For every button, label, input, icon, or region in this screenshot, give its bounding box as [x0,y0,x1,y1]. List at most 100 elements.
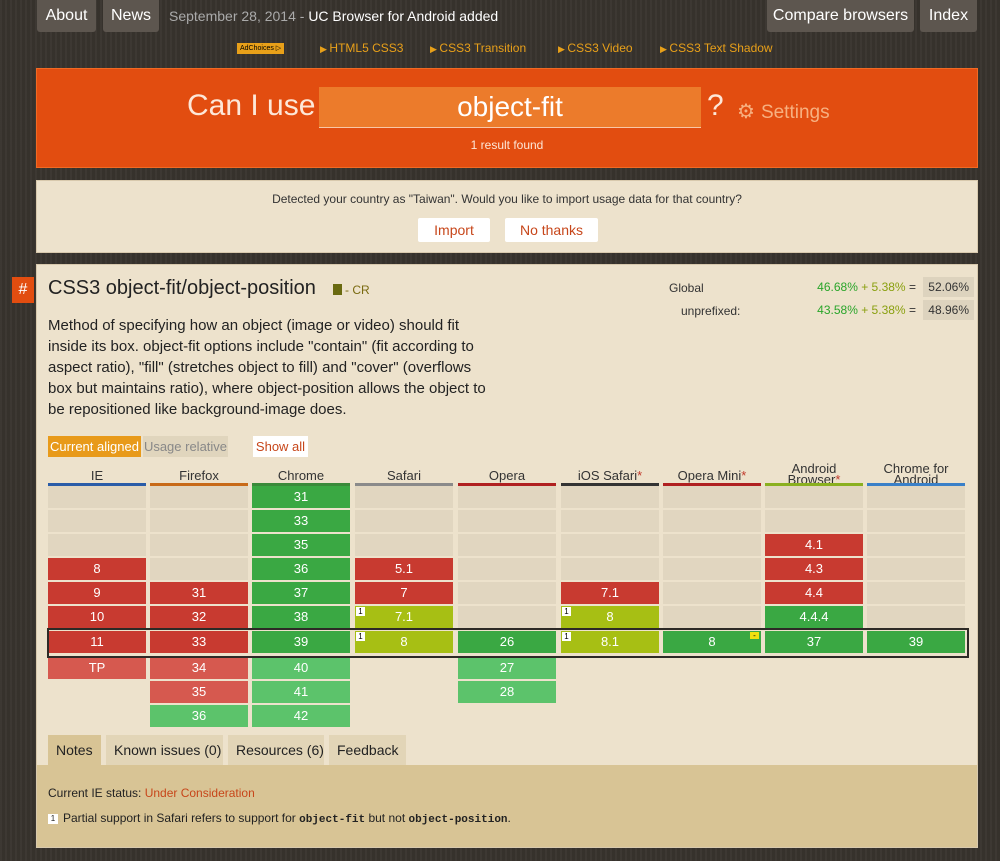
version-cell[interactable]: 40 [252,657,350,679]
version-cell[interactable]: 32 [150,606,248,628]
version-cell[interactable]: 8 [48,558,146,580]
empty-version-cell [663,606,761,628]
empty-version-cell [663,510,761,532]
version-cell[interactable]: 28 [458,681,556,703]
version-cell[interactable]: 8.1 1 [561,631,659,653]
version-label: 37 [806,634,822,649]
browser-header-ios-safari[interactable]: iOS Safari* [561,468,659,483]
adchoices-badge[interactable]: AdChoices ▷ [237,43,285,54]
spec-status[interactable]: - CR [333,283,370,297]
usage-relative-toggle[interactable]: Usage relative [143,436,228,457]
search-header: Can I use object-fit ? ⚙ Settings 1 resul… [36,68,978,168]
note-asterisk: * [835,472,841,487]
version-cell[interactable]: 39 [252,631,350,653]
empty-version-cell [867,486,965,508]
version-cell[interactable]: 35 [252,534,350,556]
version-cell[interactable]: 35 [150,681,248,703]
tab-notes[interactable]: Notes [48,735,101,765]
version-cell[interactable]: 33 [252,510,350,532]
version-cell[interactable]: 31 [150,582,248,604]
version-cell[interactable]: 37 [765,631,863,653]
browser-color-bar [867,483,965,486]
version-cell[interactable]: 5.1 [355,558,453,580]
empty-version-cell [458,486,556,508]
tab-known-issues[interactable]: Known issues (0) [106,735,223,765]
spec-status-label: - CR [345,283,370,297]
version-cell[interactable]: 8- [663,631,761,653]
index-link[interactable]: Index [920,0,977,32]
version-cell[interactable]: 42 [252,705,350,727]
version-cell[interactable]: 7.1 1 [355,606,453,628]
version-cell[interactable]: 39 [867,631,965,653]
ie-status-link[interactable]: Under Consideration [144,786,255,800]
news-headline[interactable]: September 28, 2014 - UC Browser for Andr… [169,0,498,32]
feature-anchor-link[interactable]: # [12,277,34,303]
version-cell[interactable]: 26 [458,631,556,653]
version-cell[interactable]: 7 [355,582,453,604]
version-label: 39 [908,634,924,649]
browser-header-ie[interactable]: IE [48,469,146,482]
ad-link[interactable]: HTML5 CSS3 [320,41,403,55]
about-link[interactable]: About [37,0,96,32]
show-all-button[interactable]: Show all [253,436,308,457]
version-cell[interactable]: TP [48,657,146,679]
version-label: 7 [400,585,408,600]
ad-link[interactable]: CSS3 Text Shadow [660,41,772,55]
version-label: 28 [499,684,515,699]
unprefixed-full: 43.58% [817,303,858,317]
version-label: 9 [93,585,101,600]
empty-version-cell [765,510,863,532]
browser-name: Chrome for Android [883,461,949,487]
footnote-code-object-fit: object-fit [299,814,366,826]
version-cell[interactable]: 10 [48,606,146,628]
browser-header-firefox[interactable]: Firefox [150,469,248,482]
version-cell[interactable]: 4.1 [765,534,863,556]
ad-link[interactable]: CSS3 Video [558,41,632,55]
news-link[interactable]: News [103,0,159,32]
current-aligned-toggle[interactable]: Current aligned [48,436,141,457]
version-cell[interactable]: 4.4 [765,582,863,604]
version-cell[interactable]: 36 [252,558,350,580]
note-asterisk: * [637,468,643,483]
unprefixed-usage-label: unprefixed: [681,304,741,318]
browser-header-opera-mini[interactable]: Opera Mini* [663,469,761,482]
empty-version-cell [355,510,453,532]
version-cell[interactable]: 41 [252,681,350,703]
can-i-use-title: Can I use [187,89,316,122]
feature-title[interactable]: CSS3 object-fit/object-position [48,277,316,299]
settings-button[interactable]: ⚙ Settings [737,99,830,124]
import-button[interactable]: Import [418,218,490,242]
version-cell[interactable]: 36 [150,705,248,727]
version-cell[interactable]: 38 [252,606,350,628]
browser-header-chrome[interactable]: Chrome [252,468,350,483]
version-cell[interactable]: 33 [150,631,248,653]
ad-link[interactable]: CSS3 Transition [430,41,526,55]
browser-header-safari[interactable]: Safari [355,469,453,482]
empty-version-cell [663,558,761,580]
version-cell[interactable]: 31 [252,486,350,508]
tab-resources[interactable]: Resources (6) [228,735,324,765]
search-input[interactable]: object-fit [319,87,701,128]
browser-header-chrome-for-android[interactable]: Chrome for Android [867,461,965,487]
browser-header-opera[interactable]: Opera [458,469,556,482]
version-label: 38 [293,609,309,624]
version-cell[interactable]: 37 [252,582,350,604]
version-cell[interactable]: 4.4.4 [765,606,863,628]
version-cell[interactable]: 7.1 [561,582,659,604]
browser-name: Chrome [277,468,325,483]
version-cell[interactable]: 27 [458,657,556,679]
footnote-marker: 1 [562,632,571,641]
version-cell[interactable]: 9 [48,582,146,604]
version-cell[interactable]: 4.3 [765,558,863,580]
tab-feedback[interactable]: Feedback [329,735,406,765]
version-label: 8 [606,609,614,624]
compare-browsers-link[interactable]: Compare browsers [767,0,914,32]
version-label: 33 [191,634,207,649]
version-cell[interactable]: 34 [150,657,248,679]
version-label: 37 [293,585,309,600]
browser-header-android-browser[interactable]: Android Browser* [765,462,863,487]
version-cell[interactable]: 11 [48,631,146,653]
no-thanks-button[interactable]: No thanks [505,218,598,242]
